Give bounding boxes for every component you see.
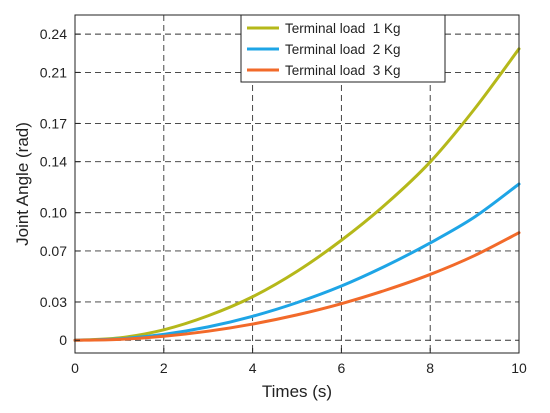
x-tick-label: 4	[249, 360, 257, 376]
x-axis-label: Times (s)	[262, 382, 332, 401]
legend: Terminal load 1 Kg Terminal load 2 Kg Term…	[240, 14, 446, 83]
legend-label: Terminal load 3 Kg	[285, 63, 401, 78]
y-tick-label: 0	[59, 332, 67, 348]
y-tick-label: 0.14	[40, 154, 67, 170]
y-axis-ticks: 0 0.03 0.07 0.10 0.14 0.17 0.21 0.24	[40, 26, 80, 348]
y-tick-label: 0.07	[40, 243, 67, 259]
x-tick-label: 0	[71, 360, 79, 376]
x-axis-ticks: 0 2 4 6 8 10	[71, 348, 527, 376]
series-line-1	[73, 47, 521, 342]
y-tick-label: 0.24	[40, 26, 67, 42]
x-tick-label: 10	[511, 360, 527, 376]
legend-label: Terminal load 1 Kg	[285, 21, 401, 36]
legend-label: Terminal load 2 Kg	[285, 42, 401, 57]
y-tick-label: 0.10	[40, 205, 67, 221]
x-tick-label: 6	[338, 360, 346, 376]
y-tick-label: 0.21	[40, 64, 67, 80]
x-tick-label: 2	[160, 360, 168, 376]
y-tick-label: 0.17	[40, 115, 67, 131]
y-axis-label: Joint Angle (rad)	[13, 122, 32, 246]
series-lines	[73, 47, 521, 342]
series-line-3	[73, 231, 521, 342]
x-tick-label: 8	[426, 360, 434, 376]
y-tick-label: 0.03	[40, 294, 67, 310]
